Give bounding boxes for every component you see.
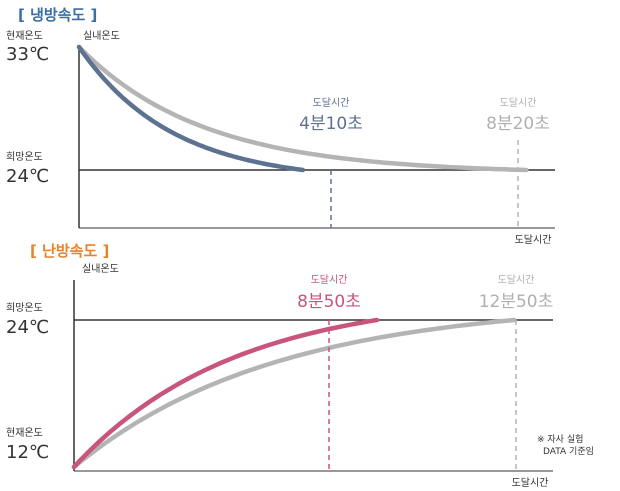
- cooling-product-curve: [76, 44, 306, 173]
- heating-product-curve: [71, 317, 380, 470]
- heating-x-axis-label: 도달시간: [512, 477, 549, 489]
- heating-current-caption: 현재온도: [6, 427, 43, 439]
- heating-product-annotation-label: 도달시간: [311, 274, 348, 286]
- cooling-chart: [ 냉방속도 ] 현재온도 실내온도 33℃ 희망온도 24℃ 도달시간 4분1…: [6, 6, 555, 246]
- cooling-y-axis-label: 실내온도: [83, 30, 120, 42]
- heating-compare-curve: [71, 317, 517, 470]
- heating-title: [ 난방속도 ]: [30, 242, 109, 260]
- heating-footnote-line1: ※ 자사 실험: [537, 434, 583, 445]
- cooling-compare-annotation-value: 8분20초: [486, 114, 550, 134]
- heating-footnote-line2: DATA 기준임: [543, 445, 594, 457]
- cooling-compare-curve: [76, 44, 529, 173]
- heating-y-axis-label: 실내온도: [82, 263, 119, 275]
- heating-chart: [ 난방속도 ] 실내온도 희망온도 24℃ 현재온도 12℃ 도달시간 8분5…: [6, 242, 594, 489]
- heating-current-value: 12℃: [6, 442, 49, 463]
- heating-product-annotation-value: 8분50초: [297, 292, 361, 312]
- cooling-target-value: 24℃: [6, 166, 49, 187]
- cooling-current-value: 33℃: [6, 44, 49, 65]
- cooling-product-annotation-value: 4분10초: [299, 114, 363, 134]
- cooling-title: [ 냉방속도 ]: [18, 6, 97, 24]
- cooling-current-caption: 현재온도: [6, 30, 43, 42]
- cooling-product-annotation-label: 도달시간: [313, 97, 350, 109]
- cooling-compare-annotation-label: 도달시간: [500, 97, 537, 109]
- heating-compare-annotation-value: 12분50초: [479, 292, 554, 312]
- heating-target-caption: 희망온도: [6, 302, 43, 314]
- heating-compare-annotation-label: 도달시간: [498, 274, 535, 286]
- cooling-target-caption: 희망온도: [6, 151, 43, 163]
- heating-target-value: 24℃: [6, 317, 49, 338]
- cooling-x-axis-label: 도달시간: [515, 234, 552, 246]
